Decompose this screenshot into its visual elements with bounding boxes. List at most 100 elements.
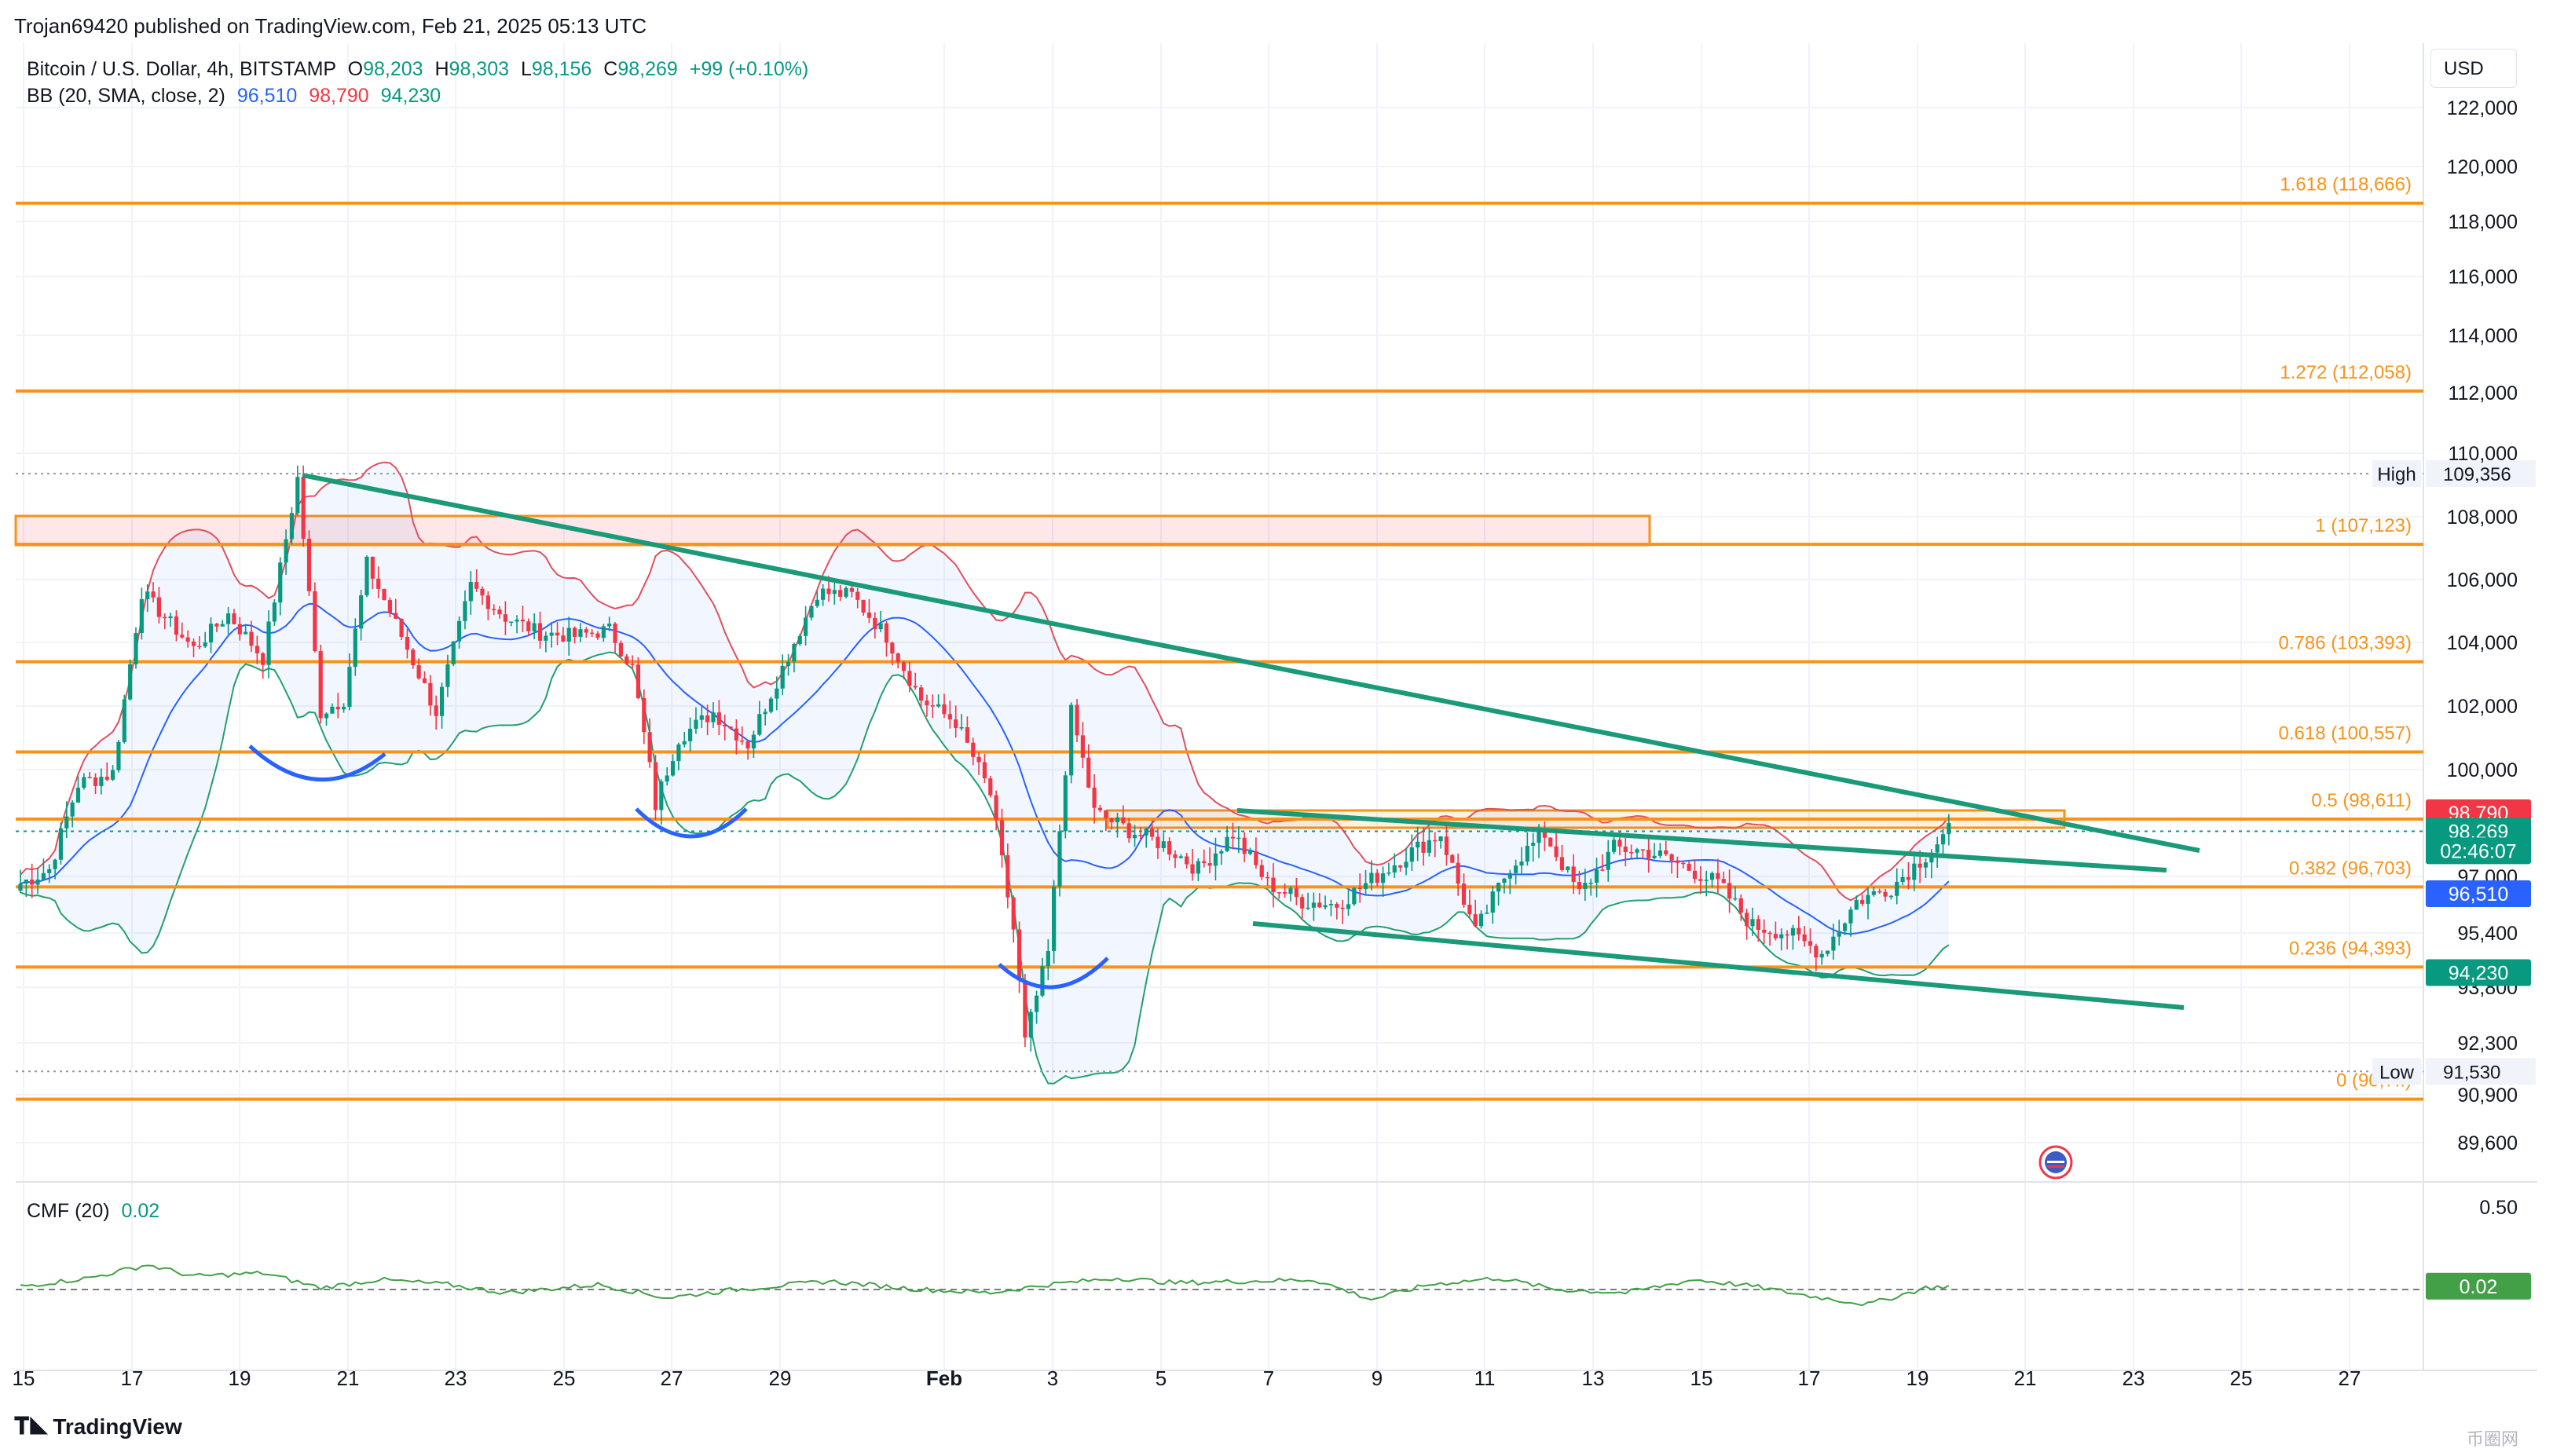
bottom-arc-3 [998,957,1109,990]
candle-body [1860,899,1865,904]
candle-body [1825,950,1830,954]
bb-lower-line [20,651,1950,1085]
candle-body [1288,888,1293,894]
candle-body [1230,836,1236,839]
candle-body [1438,836,1443,842]
candle-body [145,591,150,599]
candle-body [780,665,785,689]
candle-body [838,590,843,597]
candle-body [58,828,64,860]
time-tick-19: 23 [2123,1366,2145,1390]
price-tick-4: 114,000 [2448,325,2518,347]
candle-body [526,621,531,631]
candle-body [711,712,716,723]
candle-body [647,732,652,763]
candle-body [861,599,866,613]
candle-body [607,624,612,627]
candle-body [1219,851,1224,854]
candle-body [1559,857,1565,870]
candle-body [775,688,779,699]
high-value: 98,303 [449,58,510,80]
candle-body [330,707,335,714]
candle-body [740,740,745,742]
low-value: 91,530 [2443,1062,2500,1083]
price-tick-6: 110,000 [2448,443,2518,465]
low-value-bg [2426,1058,2536,1085]
price-badge-3 [2426,880,2531,908]
time-tick-9: 3 [1047,1366,1058,1390]
candle-body [965,727,969,743]
candle-body [1254,851,1258,865]
price-tick-11: 100,000 [2447,759,2518,781]
candle-body [1906,876,1911,880]
candle-body [364,556,369,596]
candle-body [53,859,57,869]
time-tick-6: 27 [661,1366,683,1390]
candle-body [815,599,819,606]
candle-body [1109,818,1114,823]
candle-body [630,664,635,665]
price-tick-0: 122,000 [2447,97,2518,119]
candle-body [1895,882,1899,896]
price-tick-17: 89,600 [2458,1132,2518,1154]
candle-body [1629,852,1634,854]
time-tick-17: 19 [1907,1366,1929,1390]
candle-body [1797,927,1801,935]
candle-body [428,682,433,706]
candle-body [890,642,895,654]
candle-body [272,602,277,622]
candle-body [87,777,92,778]
price-tick-15: 92,300 [2458,1033,2518,1055]
candle-body [1721,879,1726,883]
candle-body [1328,904,1334,905]
candle-body [757,714,762,735]
candle-body [988,778,993,796]
candle-body [1005,855,1010,898]
candle-body [1606,851,1610,870]
candle-body [1808,941,1813,946]
candle-body [907,671,912,686]
candle-body [561,635,566,642]
candle-body [1583,883,1588,889]
cmf-tick-0: 0.50 [2479,1197,2518,1219]
candle-body [468,582,473,602]
candle-body [1259,865,1264,877]
bb-legend: BB (20, SMA, close, 2) 96,510 98,790 94,… [27,85,441,108]
candle-body [1202,861,1207,864]
candle-body [804,617,808,636]
candle-body [792,643,797,662]
candle-body [1346,904,1351,909]
candle-body [1433,840,1438,842]
candle-body [416,665,421,679]
candle-body [1126,823,1131,839]
candle-body [665,775,669,782]
watermark: 币圈网 [2467,1429,2519,1449]
candle-body [901,662,907,671]
candle-body [1819,953,1824,958]
candle-body [1657,850,1662,856]
candle-body [1311,902,1316,908]
close-label: C [603,58,618,80]
candle-body [642,697,646,733]
candle-body [1577,882,1582,889]
candle-body [618,642,623,657]
bb-upper-line [20,461,1950,902]
candle-body [625,656,629,664]
candle-body [555,632,560,636]
candle-body [295,477,300,514]
candle-body [1888,895,1893,898]
fib-label-1: 1.272 (112,058) [2280,362,2412,383]
tradingview-logo[interactable]: 𝐓◣ TradingView [14,1414,182,1440]
cmf-indicator: 0.50 [16,1197,2518,1307]
candle-body [41,873,46,880]
candle-body [1473,914,1478,927]
candle-body [959,727,964,729]
price-badge-text-3: 96,510 [2449,883,2508,905]
candle-body [936,704,941,707]
candle-body [93,777,98,786]
candle-body [1381,873,1386,883]
currency-selector[interactable]: USD [2430,49,2517,88]
candle-body [1745,913,1749,927]
candle-body [1779,934,1784,938]
